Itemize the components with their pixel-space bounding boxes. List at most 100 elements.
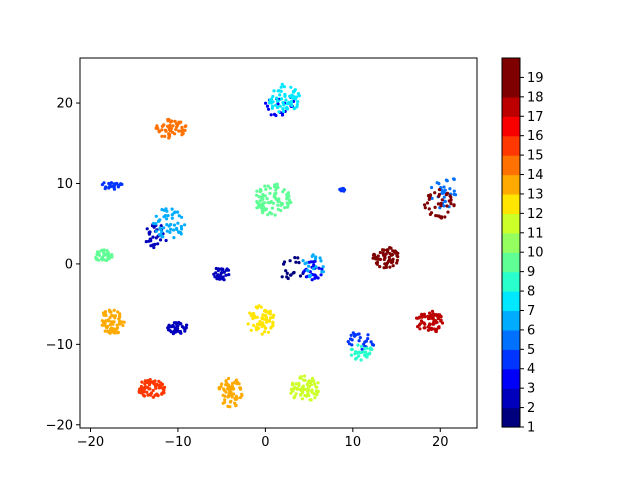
colorbar-tick-label: 11 xyxy=(527,226,544,241)
data-point xyxy=(305,268,309,272)
data-point xyxy=(183,329,187,333)
data-point xyxy=(169,222,173,227)
data-point xyxy=(371,256,375,260)
data-point xyxy=(240,394,244,398)
colorbar-segment xyxy=(502,232,520,253)
data-point xyxy=(443,199,447,204)
data-point xyxy=(111,327,115,331)
data-point xyxy=(357,354,361,358)
data-point xyxy=(261,313,265,317)
data-point xyxy=(167,325,171,329)
colorbar-segment xyxy=(502,407,520,428)
data-point xyxy=(101,255,105,260)
data-point xyxy=(179,129,183,133)
data-point xyxy=(261,197,265,201)
data-point xyxy=(171,332,175,336)
data-point xyxy=(165,209,169,213)
y-axis: −20 −10 0 10 20 xyxy=(46,97,80,433)
data-point xyxy=(285,193,289,197)
data-point xyxy=(97,250,101,254)
data-point xyxy=(364,339,368,343)
data-point xyxy=(116,184,121,189)
data-point xyxy=(419,319,424,323)
data-point xyxy=(432,312,436,316)
data-point xyxy=(289,273,293,277)
data-point xyxy=(309,398,313,402)
data-point xyxy=(437,182,441,186)
data-point xyxy=(179,120,183,124)
data-point xyxy=(321,270,325,274)
data-point xyxy=(395,261,399,265)
data-point xyxy=(161,391,165,395)
data-point xyxy=(321,265,325,269)
data-point xyxy=(423,326,427,330)
data-point xyxy=(434,313,438,317)
data-point xyxy=(426,194,431,198)
data-point xyxy=(173,210,177,214)
data-point xyxy=(173,132,177,136)
data-point xyxy=(167,125,171,129)
data-point xyxy=(175,227,179,232)
data-point xyxy=(154,229,158,233)
data-point xyxy=(104,319,108,323)
data-point xyxy=(230,395,234,399)
data-point xyxy=(166,214,170,218)
data-point xyxy=(268,210,272,215)
data-point xyxy=(278,104,282,108)
data-point xyxy=(184,124,188,128)
data-point xyxy=(292,107,296,111)
data-point xyxy=(280,82,284,86)
data-point xyxy=(304,387,308,391)
data-point xyxy=(274,188,278,192)
data-point xyxy=(257,195,261,199)
data-point xyxy=(378,250,382,255)
data-point xyxy=(319,259,323,263)
data-point xyxy=(256,327,260,331)
data-point xyxy=(429,327,434,331)
data-point xyxy=(281,190,285,194)
x-tick-label: 0 xyxy=(261,435,269,450)
data-point xyxy=(145,390,149,394)
colorbar-frame xyxy=(501,57,521,428)
data-point xyxy=(436,326,441,330)
colorbar-segment xyxy=(502,252,520,273)
data-point xyxy=(140,380,144,384)
x-tick-label: −10 xyxy=(164,435,191,450)
data-point xyxy=(452,203,456,207)
data-point xyxy=(437,192,441,197)
data-point xyxy=(264,187,268,191)
data-point xyxy=(385,248,389,252)
colorbar-tick-label: 5 xyxy=(527,343,535,358)
data-point xyxy=(260,332,264,336)
data-point xyxy=(238,386,242,390)
data-point xyxy=(112,308,116,312)
data-point xyxy=(258,204,262,208)
data-point xyxy=(267,311,271,315)
data-point xyxy=(152,245,156,250)
data-point xyxy=(268,316,273,320)
data-point xyxy=(348,337,353,341)
data-point xyxy=(444,193,449,197)
data-point xyxy=(373,253,377,257)
data-point xyxy=(167,132,171,136)
data-point xyxy=(289,387,294,391)
data-point xyxy=(273,213,277,217)
data-point xyxy=(172,321,176,325)
data-point xyxy=(271,324,275,328)
data-point xyxy=(110,314,114,318)
data-point xyxy=(264,326,268,330)
data-point xyxy=(176,221,180,225)
data-point xyxy=(359,358,363,362)
data-point xyxy=(170,216,174,220)
data-point xyxy=(366,333,370,337)
data-point xyxy=(349,333,353,337)
data-point xyxy=(453,193,458,197)
data-point xyxy=(262,205,266,209)
data-point xyxy=(235,380,239,384)
data-point xyxy=(276,199,280,203)
data-point xyxy=(177,230,181,234)
data-point xyxy=(267,319,271,323)
data-point xyxy=(276,186,280,190)
data-point xyxy=(103,321,107,325)
